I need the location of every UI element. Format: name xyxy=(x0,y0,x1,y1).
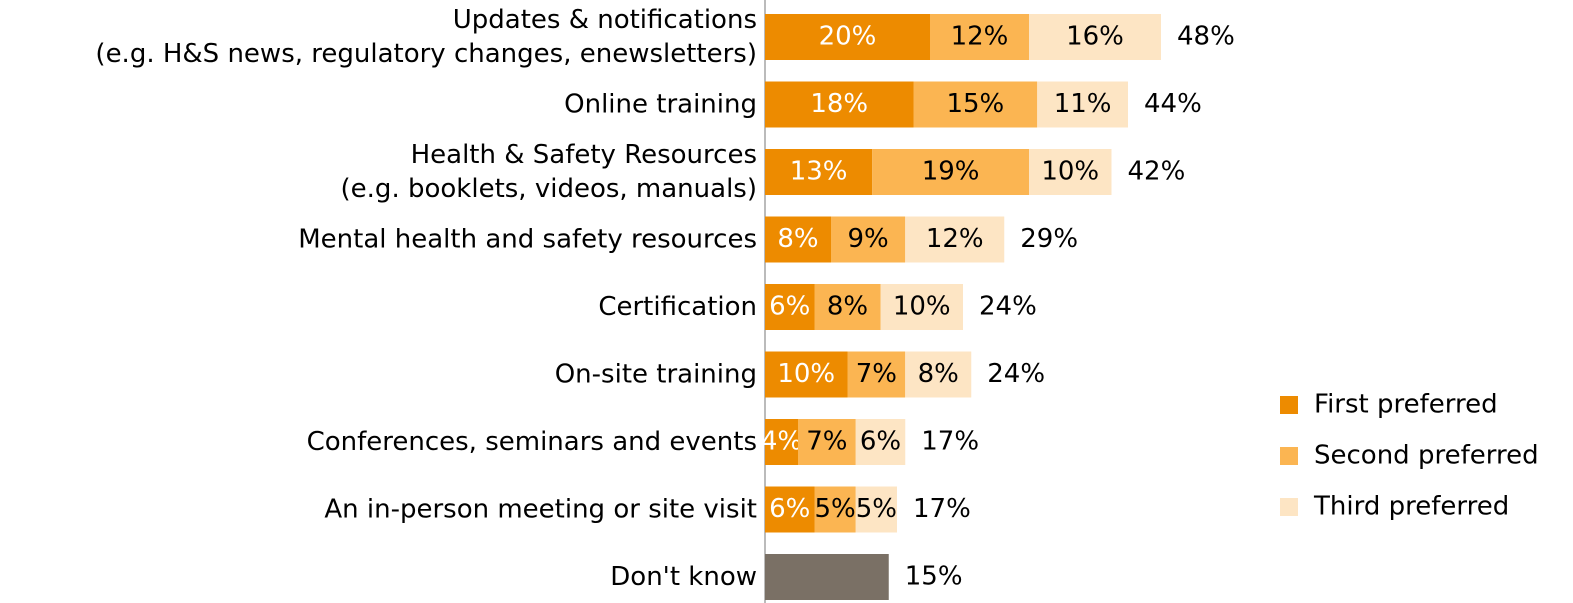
category-label: Don't know xyxy=(610,562,757,592)
value-label: 8% xyxy=(777,224,818,254)
bar-segment xyxy=(855,419,906,465)
bar-segment xyxy=(1037,81,1128,128)
legend-swatch xyxy=(1280,396,1298,414)
category-line: On-site training xyxy=(555,359,757,389)
total-label: 48% xyxy=(1177,22,1235,52)
legend-swatch xyxy=(1280,498,1298,516)
value-label: 5% xyxy=(856,494,897,524)
value-label: 11% xyxy=(1054,89,1112,119)
bar-segment xyxy=(765,554,889,600)
value-label: 7% xyxy=(806,427,847,457)
value-label: 4% xyxy=(761,427,802,457)
bar-segment xyxy=(765,284,815,330)
legend-label: First preferred xyxy=(1314,390,1498,420)
category-line: (e.g. booklets, videos, manuals) xyxy=(341,174,757,204)
category-label: An in-person meeting or site visit xyxy=(324,494,757,524)
category-line: Updates & notifications xyxy=(453,5,757,35)
legend-swatch xyxy=(1280,447,1298,465)
value-label: 10% xyxy=(777,359,835,389)
total-label: 15% xyxy=(905,562,963,592)
value-label: 8% xyxy=(918,359,959,389)
bar-segment xyxy=(814,284,881,330)
category-line: Health & Safety Resources xyxy=(411,140,757,170)
bar-segment xyxy=(847,351,906,398)
category-line: An in-person meeting or site visit xyxy=(324,494,757,524)
total-label: 17% xyxy=(913,494,971,524)
total-label: 24% xyxy=(987,359,1045,389)
legend-label: Third preferred xyxy=(1313,492,1509,522)
value-label: 6% xyxy=(769,494,810,524)
bar-segment xyxy=(905,351,972,398)
category-line: Mental health and safety resources xyxy=(298,224,757,254)
legend-label: Second preferred xyxy=(1314,441,1539,471)
bar-segment xyxy=(1029,14,1161,60)
value-label: 15% xyxy=(946,89,1004,119)
value-label: 9% xyxy=(848,224,889,254)
category-line: Conferences, seminars and events xyxy=(307,427,757,457)
bar-segment xyxy=(765,351,848,398)
total-label: 42% xyxy=(1128,157,1186,187)
total-label: 29% xyxy=(1020,224,1078,254)
bar-segment xyxy=(814,486,856,533)
value-label: 18% xyxy=(810,89,868,119)
value-label: 19% xyxy=(922,157,980,187)
value-label: 16% xyxy=(1066,22,1124,52)
category-label: Updates & notifications (e.g. H&S news, r… xyxy=(95,5,757,69)
bar-segment xyxy=(913,81,1038,128)
category-line: Online training xyxy=(564,89,757,119)
category-line: Certification xyxy=(598,292,757,322)
bar-segment xyxy=(765,149,873,195)
category-label: Certification xyxy=(598,292,757,322)
value-label: 6% xyxy=(860,427,901,457)
total-label: 17% xyxy=(921,427,979,457)
category-line: Don't know xyxy=(610,562,757,592)
value-label: 8% xyxy=(827,292,868,322)
bar-segment xyxy=(798,419,856,465)
value-label: 10% xyxy=(893,292,951,322)
category-line: (e.g. H&S news, regulatory changes, enew… xyxy=(95,39,757,69)
value-label: 7% xyxy=(856,359,897,389)
bar-segment xyxy=(765,486,815,533)
bar-segment xyxy=(905,216,1005,263)
category-label: On-site training xyxy=(555,359,757,389)
value-label: 10% xyxy=(1041,157,1099,187)
bar-segment xyxy=(930,14,1029,60)
category-label: Mental health and safety resources xyxy=(298,224,757,254)
category-label: Health & Safety Resources (e.g. booklets,… xyxy=(341,140,757,204)
bar-segment xyxy=(831,216,906,263)
value-label: 20% xyxy=(819,22,877,52)
bar-segment xyxy=(872,149,1029,195)
category-label: Online training xyxy=(564,89,757,119)
total-label: 44% xyxy=(1144,89,1202,119)
bar-segment xyxy=(765,419,798,465)
bar-segment xyxy=(765,14,930,60)
total-label: 24% xyxy=(979,292,1037,322)
category-label: Conferences, seminars and events xyxy=(307,427,757,457)
value-label: 12% xyxy=(951,22,1009,52)
bar-segment xyxy=(880,284,963,330)
bar-segment xyxy=(1029,149,1112,195)
value-label: 12% xyxy=(926,224,984,254)
bar-segment xyxy=(855,486,897,533)
value-label: 6% xyxy=(769,292,810,322)
bar-segment xyxy=(765,81,914,128)
bar-segment xyxy=(765,216,831,263)
value-label: 5% xyxy=(815,494,856,524)
value-label: 13% xyxy=(790,157,848,187)
